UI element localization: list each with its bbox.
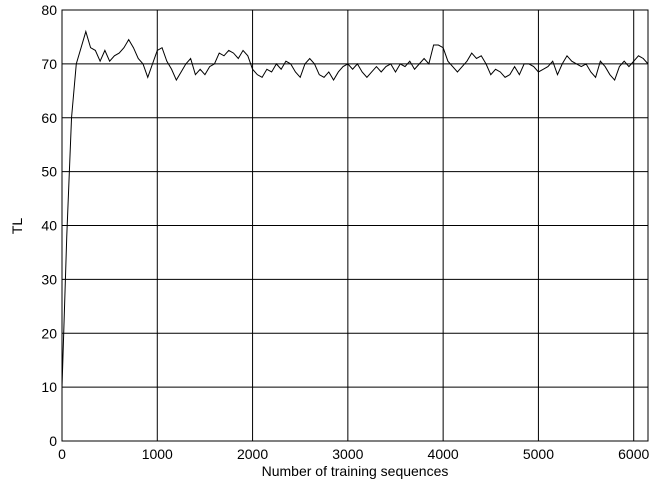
data-line [61, 29, 649, 388]
x-tick-label: 4000 [428, 446, 459, 462]
y-tick-label: 20 [41, 325, 57, 341]
y-tick-label: 0 [49, 433, 57, 449]
y-tick-label: 60 [41, 110, 57, 126]
y-tick-label: 40 [41, 218, 57, 234]
x-axis-label: Number of training sequences [262, 463, 449, 479]
y-tick-label: 30 [41, 271, 57, 287]
y-tick-label: 50 [41, 164, 57, 180]
x-tick-label: 6000 [618, 446, 649, 462]
y-axis-label: TL [9, 218, 25, 235]
x-tick-label: 3000 [332, 446, 363, 462]
x-tick-label: 0 [58, 446, 66, 462]
y-tick-label: 10 [41, 379, 57, 395]
x-tick-label: 1000 [142, 446, 173, 462]
x-tick-label: 5000 [523, 446, 554, 462]
plot-frame [61, 9, 649, 442]
y-tick-label: 70 [41, 56, 57, 72]
y-tick-label: 80 [41, 2, 57, 18]
x-tick-label: 2000 [237, 446, 268, 462]
